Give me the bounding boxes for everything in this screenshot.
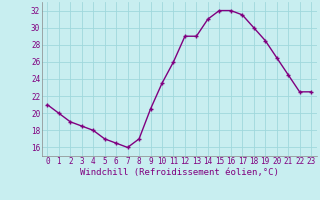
X-axis label: Windchill (Refroidissement éolien,°C): Windchill (Refroidissement éolien,°C) <box>80 168 279 177</box>
